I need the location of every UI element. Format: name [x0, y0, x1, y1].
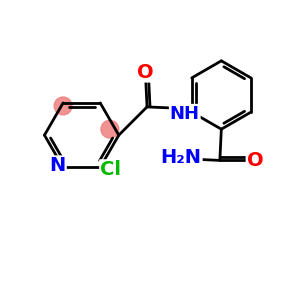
- Text: N: N: [50, 156, 66, 175]
- Text: O: O: [247, 151, 263, 170]
- Text: NH: NH: [170, 105, 200, 123]
- Text: H₂N: H₂N: [161, 148, 202, 167]
- Text: O: O: [137, 63, 154, 82]
- Circle shape: [54, 97, 72, 115]
- Text: Cl: Cl: [100, 160, 121, 179]
- Circle shape: [101, 120, 119, 138]
